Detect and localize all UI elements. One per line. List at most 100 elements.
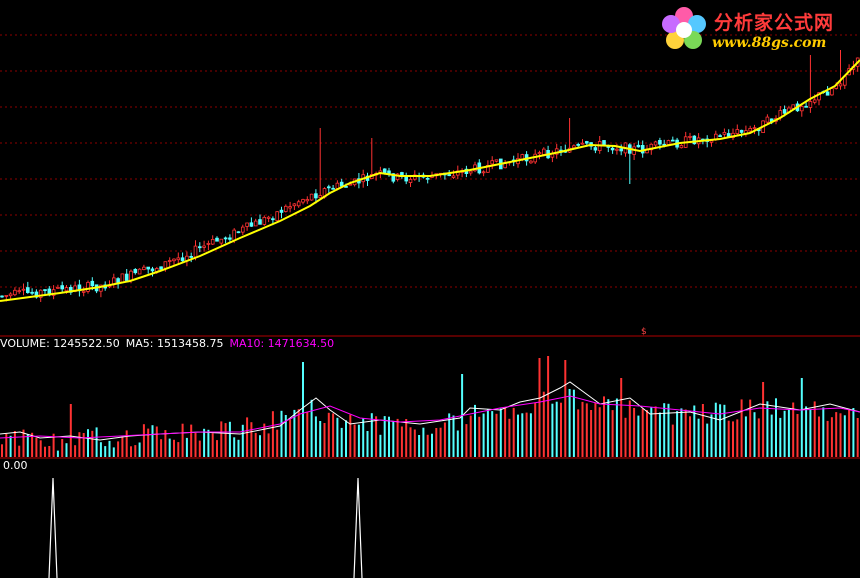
volume-bar [340,427,343,457]
volume-bar [517,414,519,457]
volume-bar [491,411,494,457]
volume-bar [44,446,46,457]
volume-bar [405,419,408,457]
candle-body [56,286,60,289]
volume-bar [254,432,257,457]
volume-bar [345,420,347,457]
indicator-spike-lines [48,477,363,578]
candle-body [335,182,340,189]
candle-body [8,293,13,297]
candle-body [765,116,770,123]
volume-bar [706,423,709,457]
candle-body [30,291,34,294]
volume-bar [104,446,107,457]
volume-bar [830,417,833,457]
volume-bar [439,427,442,457]
candle-body [167,260,172,262]
volume-bar [474,404,476,457]
volume-bar [809,409,812,457]
logo: 分析家公式网 www.88gs.com [658,4,854,56]
split-marker-icon: $ [641,327,647,337]
candle-body [279,209,284,213]
candle-body [593,147,598,151]
volume-bar [138,442,141,457]
candle-body [447,174,451,177]
volume-bar [848,409,851,457]
volume-bar [529,413,532,457]
flower-logo-icon [662,7,706,49]
candle-body [283,205,288,212]
candle-body [331,187,335,190]
volume-bar [856,418,859,457]
candle-body [658,139,662,145]
volume-bar [620,378,623,457]
volume-value-label: VOLUME: 1245522.50 [0,337,120,350]
volume-bar [91,430,94,457]
volume-bar [164,430,167,457]
volume-bar [224,423,227,457]
volume-bar [762,382,765,457]
volume-bar [835,412,838,457]
candle-body [636,144,641,148]
volume-bar [69,404,72,457]
volume-bar [160,439,163,457]
volume-bar [22,429,25,457]
volume-bar [130,446,132,457]
volume-bar [757,418,760,457]
candle-body [529,160,533,164]
volume-bar [400,426,403,457]
volume-bar [65,443,68,457]
volume-bar [667,403,670,457]
candle-body [163,261,168,269]
price-moving-average-line [0,59,860,302]
price-grid [0,34,860,288]
volume-bar [504,408,507,457]
volume-bar [306,411,309,457]
candle-body [739,129,744,133]
candle-body [210,238,215,245]
volume-bar [173,439,175,457]
volume-bar [134,445,137,457]
volume-bar [478,416,481,457]
volume-ma10-label: MA10: 1471634.50 [229,337,335,350]
volume-bar [48,446,51,457]
candle-body [142,266,146,271]
candle-body [490,160,494,165]
volume-bar [108,440,111,457]
volume-bar [727,420,730,457]
volume-bar [35,437,38,457]
volume-bar [684,409,687,457]
candle-body [120,273,125,283]
candle-body [240,226,245,233]
candle-body [615,148,619,151]
volume-bar [551,403,554,457]
volume-bar [813,401,816,457]
volume-bar [555,401,558,457]
volume-bar [280,410,283,457]
volume-bar [336,417,339,457]
candle-body [253,220,258,227]
candle-body [25,287,30,294]
candle-body [326,186,331,189]
volume-bar [155,426,158,457]
candle-body [249,222,254,227]
volume-bar [826,420,829,457]
volume-bar [413,429,416,457]
candle-body [86,281,90,292]
volume-bar [443,422,446,457]
candle-body [494,159,499,162]
volume-bar [822,407,825,457]
volume-bars [1,356,859,457]
volume-bar [302,362,304,457]
candle-body [292,203,297,207]
volume-bar [495,413,498,457]
volume-bar [486,409,489,457]
volume-bar [637,415,640,457]
volume-bar [452,415,455,457]
volume-bar [56,450,59,457]
volume-bar [383,416,386,457]
volume-bar [353,424,356,457]
volume-bar [749,399,752,457]
candle-body [197,246,202,249]
candle-body [752,127,757,130]
